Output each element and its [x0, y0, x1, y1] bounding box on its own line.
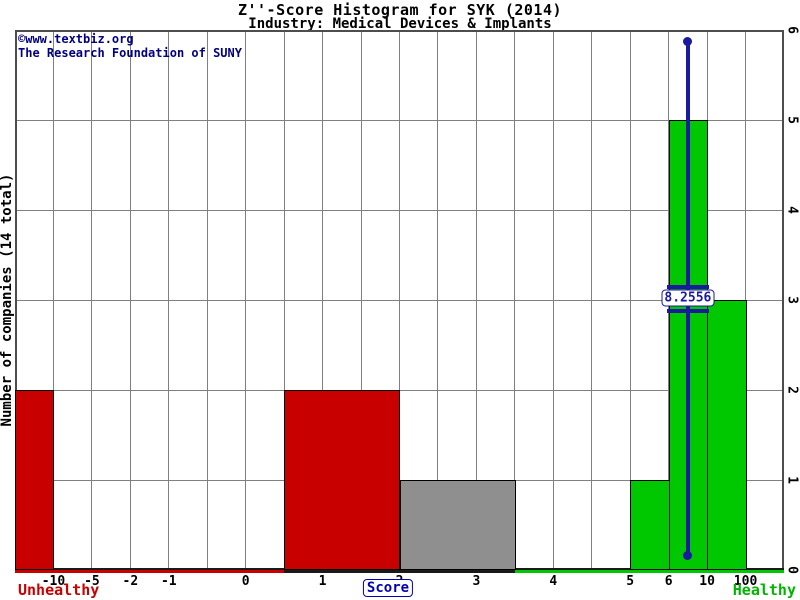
y-axis-label: Number of companies (14 total) [0, 173, 15, 427]
plot-border-top [15, 30, 784, 32]
x-tick-label: -5 [84, 574, 100, 589]
plot-border-right [782, 30, 784, 570]
watermark-line2: The Research Foundation of SUNY [18, 46, 242, 60]
y-tick-label-right: 4 [784, 206, 800, 214]
histogram-bar [284, 390, 401, 570]
x-tick-label: -10 [41, 574, 66, 589]
chart-subtitle: Industry: Medical Devices & Implants [248, 16, 552, 32]
watermark: ©www.textbiz.org The Research Foundation… [18, 32, 242, 60]
x-tick-label: 5 [626, 574, 635, 589]
marker-value-label: 8.2556 [661, 289, 715, 307]
healthy-zone-label: Healthy [732, 581, 796, 599]
histogram-bar [15, 390, 55, 570]
chart-title: Z''-Score Histogram for SYK (2014) [237, 1, 563, 19]
x-tick-label: 100 [733, 574, 758, 589]
x-axis-zone-segment [514, 570, 784, 573]
x-tick-label: 0 [241, 574, 250, 589]
x-axis-zone-segment [284, 570, 515, 573]
x-tick-label: 4 [549, 574, 558, 589]
marker-crossbar [666, 308, 709, 313]
gridline-horizontal [15, 119, 784, 121]
x-tick-label: 10 [699, 574, 715, 589]
gridline-horizontal [15, 299, 784, 301]
y-tick-label-right: 0 [784, 566, 800, 574]
marker-top-cap [683, 36, 693, 46]
y-tick-label-right: 2 [784, 386, 800, 394]
x-tick-label: 6 [664, 574, 673, 589]
x-tick-label: -2 [122, 574, 139, 589]
y-tick-label-right: 5 [784, 116, 800, 124]
x-axis-zone-segment [15, 570, 285, 573]
unhealthy-zone-label: Unhealthy [18, 581, 100, 599]
gridline-horizontal [15, 209, 784, 211]
plot-border-left [15, 30, 17, 570]
x-axis-label: Score [362, 579, 414, 597]
x-tick-label: 3 [472, 574, 481, 589]
marker-crossbar [666, 285, 709, 290]
y-tick-label-right: 6 [784, 26, 800, 34]
plot-area: -10-5-2-101234561010001234568.2556 [15, 26, 800, 589]
x-tick-label: 1 [318, 574, 327, 589]
marker-bottom-cap [683, 551, 693, 561]
histogram-bar [630, 480, 670, 570]
x-tick-label: -1 [160, 574, 177, 589]
histogram-bar [707, 300, 747, 570]
y-tick-label-right: 3 [784, 296, 800, 304]
histogram-bar [399, 480, 516, 570]
watermark-line1: ©www.textbiz.org [18, 32, 134, 46]
y-tick-label-right: 1 [784, 476, 800, 484]
